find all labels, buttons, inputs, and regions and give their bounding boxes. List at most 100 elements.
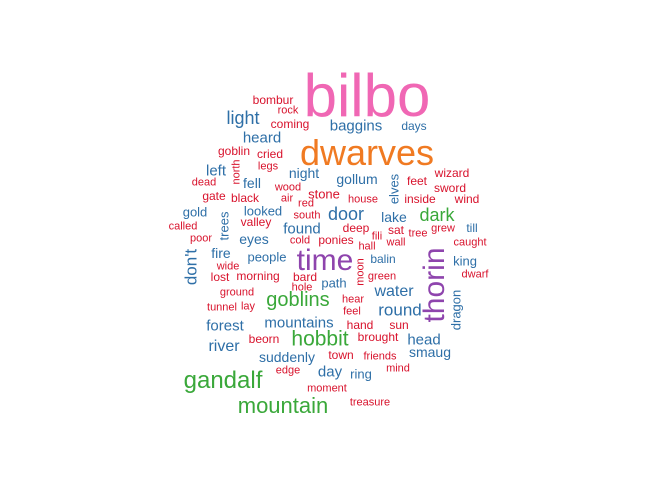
word-found: found — [283, 220, 321, 238]
word-king: king — [453, 253, 477, 269]
word-south: south — [293, 209, 321, 222]
word-left: left — [205, 162, 227, 180]
word-day: day — [317, 363, 343, 381]
word-dwarves: dwarves — [299, 132, 435, 173]
word-cold: cold — [289, 234, 311, 247]
word-red: red — [298, 197, 314, 210]
word-bilbo: bilbo — [303, 62, 431, 129]
word-days: days — [401, 119, 427, 133]
word-valley: valley — [240, 215, 272, 229]
word-air: air — [280, 192, 294, 205]
word-morning: morning — [236, 269, 280, 283]
word-time: time — [296, 244, 354, 277]
word-looked: looked — [243, 203, 283, 219]
word-sword: sword — [433, 181, 467, 195]
word-sun: sun — [389, 318, 409, 332]
word-wind: wind — [454, 192, 480, 206]
word-gandalf: gandalf — [183, 367, 263, 394]
word-heard: heard — [242, 129, 282, 147]
word-stone: stone — [308, 186, 340, 202]
word-lay: lay — [240, 300, 256, 313]
word-dragon: dragon — [448, 289, 464, 331]
word-hand: hand — [346, 318, 374, 332]
word-moon: moon — [354, 258, 367, 286]
word-moment: moment — [307, 382, 347, 395]
word-house: house — [348, 193, 378, 206]
word-fire: fire — [211, 245, 231, 261]
word-bombur: bombur — [252, 93, 294, 107]
word-smaug: smaug — [408, 344, 452, 360]
word-legs: legs — [257, 160, 279, 173]
word-rock: rock — [277, 104, 299, 117]
word-wide: wide — [216, 260, 240, 273]
word-ground: ground — [219, 286, 255, 299]
word-deep: deep — [342, 221, 370, 235]
word-dwarf: dwarf — [461, 268, 489, 281]
word-dark: dark — [419, 205, 455, 225]
word-thorin: thorin — [418, 247, 451, 323]
word-hobbit: hobbit — [291, 327, 349, 351]
word-hall: hall — [358, 240, 376, 253]
word-brought: brought — [357, 330, 399, 344]
word-dead: dead — [191, 176, 217, 189]
word-fell: fell — [243, 175, 261, 191]
word-hole: hole — [291, 281, 313, 294]
word-inside: inside — [404, 192, 436, 206]
word-friends: friends — [363, 350, 397, 363]
word-gold: gold — [182, 204, 208, 220]
word-door: door — [327, 204, 365, 224]
word-feet: feet — [406, 174, 428, 188]
word-feel: feel — [343, 305, 361, 318]
word-eyes: eyes — [239, 231, 269, 247]
word-river: river — [208, 338, 240, 355]
word-green: green — [367, 270, 397, 283]
word-north: north — [230, 159, 243, 185]
word-elves: elves — [386, 173, 402, 205]
word-beorn: beorn — [248, 332, 280, 346]
word-trees: trees — [216, 211, 232, 241]
word-sat: sat — [387, 223, 405, 237]
word-till: till — [466, 221, 478, 235]
word-goblin: goblin — [217, 144, 251, 158]
word-called: called — [168, 220, 198, 233]
word-lost: lost — [210, 270, 230, 284]
word-black: black — [230, 191, 260, 205]
word-fili: fili — [371, 230, 383, 243]
word-lake: lake — [381, 209, 407, 225]
word-light: light — [226, 108, 260, 128]
word-wood: wood — [274, 181, 302, 194]
word-tree: tree — [408, 227, 428, 240]
word-gollum: gollum — [336, 171, 378, 187]
word-wall: wall — [386, 236, 406, 249]
word-caught: caught — [453, 236, 487, 249]
word-forest: forest — [206, 317, 244, 335]
word-round: round — [378, 300, 422, 320]
word-balin: balin — [370, 252, 396, 266]
word-ponies: ponies — [318, 233, 354, 247]
word-poor: poor — [189, 232, 213, 245]
word-mountains: mountains — [264, 314, 334, 332]
word-dont: don't — [181, 248, 201, 286]
word-gate: gate — [202, 189, 226, 203]
word-head: head — [407, 331, 441, 349]
word-goblins: goblins — [266, 289, 330, 311]
word-wizard: wizard — [434, 166, 470, 180]
word-people: people — [247, 249, 287, 265]
word-ring: ring — [350, 366, 372, 382]
word-mountain: mountain — [237, 393, 329, 418]
word-bard: bard — [292, 270, 318, 284]
word-path: path — [321, 275, 347, 291]
word-baggins: baggins — [329, 117, 383, 135]
word-hear: hear — [341, 293, 365, 306]
word-treasure: treasure — [349, 396, 391, 409]
word-mind: mind — [386, 362, 410, 375]
word-suddenly: suddenly — [258, 349, 316, 365]
word-coming: coming — [270, 117, 310, 131]
word-grew: grew — [431, 222, 455, 235]
word-water: water — [374, 283, 414, 300]
word-town: town — [328, 348, 354, 362]
word-night: night — [288, 165, 320, 181]
word-tunnel: tunnel — [207, 301, 237, 314]
word-cried: cried — [256, 147, 284, 161]
